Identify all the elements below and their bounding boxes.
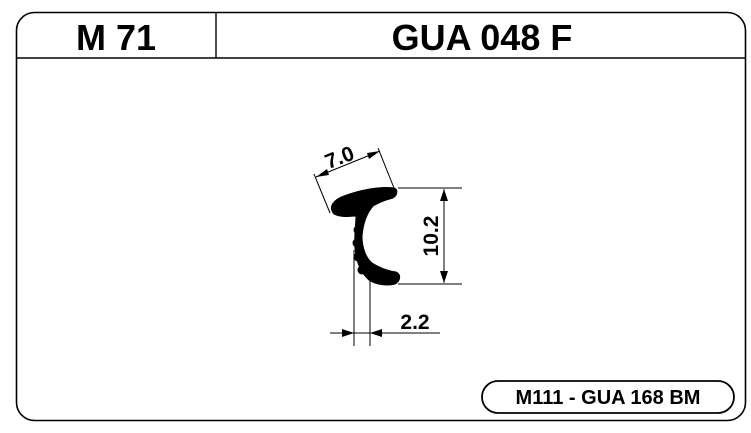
card-border [15, 11, 747, 422]
dimension-thickness: 2.2 [330, 250, 440, 346]
arrowhead [367, 151, 380, 159]
dimension-width: 7.0 [313, 142, 395, 214]
profile-bump [357, 265, 367, 275]
thickness-label: 2.2 [400, 311, 429, 334]
arrowhead [342, 329, 354, 337]
arrowhead [370, 329, 382, 337]
reference-badge: M111 - GUA 168 BM [481, 380, 735, 414]
dimension-height: 10.2 [398, 187, 462, 285]
arrowhead [316, 169, 329, 177]
arrowhead [440, 271, 448, 283]
height-label: 10.2 [420, 216, 443, 257]
reference-code: M111 - GUA 168 BM [516, 387, 701, 409]
profile-bump [352, 238, 362, 248]
extension-line [313, 173, 331, 214]
part-code: GUA 048 F [392, 17, 573, 58]
profile-bump [353, 252, 363, 262]
model-code: M 71 [76, 17, 156, 58]
profile-bump [353, 225, 363, 235]
extension-line [377, 147, 395, 189]
reference-badge-frame [481, 380, 735, 414]
arrowhead [440, 189, 448, 201]
